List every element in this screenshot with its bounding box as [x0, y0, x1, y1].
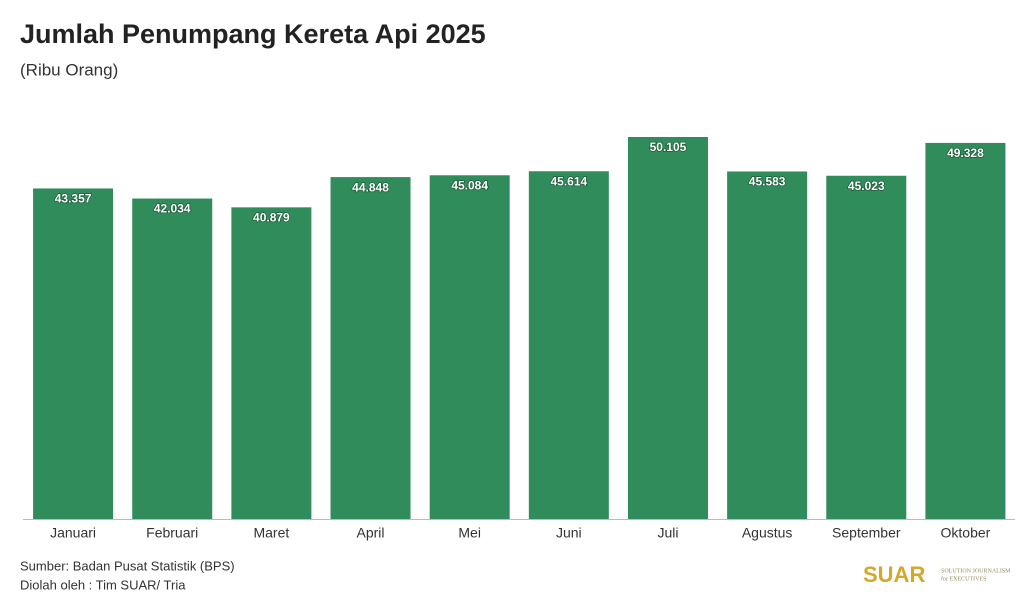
bar	[132, 198, 213, 520]
logo: SUAR	[863, 562, 925, 587]
bar	[231, 207, 312, 519]
x-tick-label: Agustus	[742, 525, 793, 541]
x-tick-label: Oktober	[941, 525, 991, 541]
chart-subtitle: (Ribu Orang)	[20, 60, 118, 79]
bar	[925, 142, 1006, 520]
logo-tagline: for EXECUTIVES	[941, 575, 987, 582]
x-tick-label: Juni	[556, 525, 582, 541]
chart-title: Jumlah Penumpang Kereta Api 2025	[20, 19, 486, 49]
value-label: 42.034	[154, 202, 191, 216]
bar	[33, 188, 114, 519]
source: Sumber: Badan Pusat Statistik (BPS)	[20, 558, 235, 573]
bar	[826, 175, 907, 519]
credit: Diolah oleh : Tim SUAR/ Tria	[20, 577, 186, 592]
bar	[528, 171, 609, 520]
x-tick-label: Juli	[657, 525, 678, 541]
value-label: 45.084	[451, 178, 488, 192]
logo-tagline: SOLUTION JOURNALISM	[941, 568, 1011, 574]
bar	[330, 177, 411, 519]
value-label: 45.614	[550, 174, 587, 188]
x-tick-label: Maret	[253, 525, 289, 541]
x-tick-label: Januari	[50, 525, 96, 541]
value-label: 49.328	[947, 146, 984, 160]
bar	[627, 137, 708, 519]
x-tick-label: April	[357, 525, 385, 541]
value-label: 45.583	[749, 175, 786, 189]
value-label: 40.879	[253, 211, 290, 225]
bar	[429, 175, 510, 520]
x-tick-label: Februari	[146, 525, 198, 541]
value-label: 45.023	[848, 179, 885, 193]
value-label: 50.105	[650, 140, 687, 154]
bar	[727, 171, 808, 519]
x-tick-label: September	[832, 525, 901, 541]
x-tick-label: Mei	[458, 525, 481, 541]
value-label: 43.357	[55, 192, 92, 206]
value-label: 44.848	[352, 180, 389, 194]
